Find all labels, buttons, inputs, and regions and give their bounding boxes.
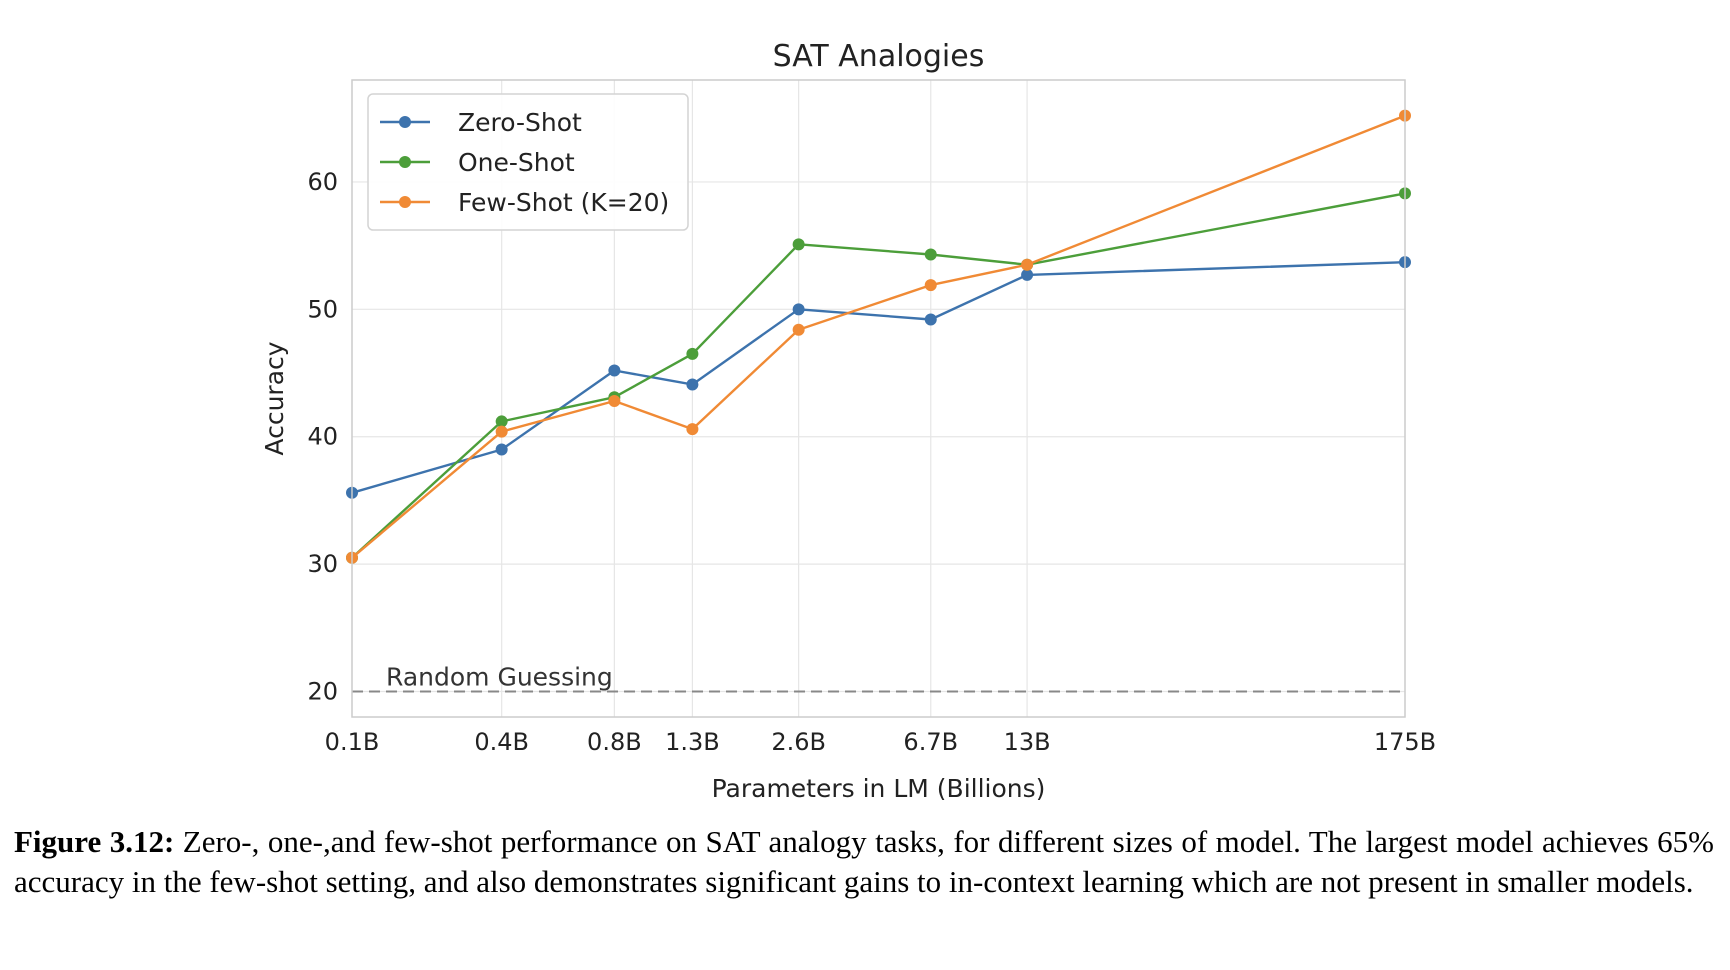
legend-label-one-shot: One-Shot [458,148,575,177]
data-point-few-shot-k-20-1.3B [686,423,699,436]
series-line-one-shot [351,192,1406,559]
series-line-few-shot-k-20 [351,114,1406,559]
x-tick-label-0.1B: 0.1B [325,728,380,756]
legend: Zero-Shot One-Shot Few-Shot (K=20) [367,93,689,231]
data-point-zero-shot-13B [1021,268,1034,281]
y-axis-title: Accuracy [260,341,289,455]
data-point-few-shot-k-20-6.7B [924,279,937,292]
series-line-zero-shot [351,261,1406,494]
x-tick-label-2.6B: 2.6B [771,728,826,756]
data-point-zero-shot-6.7B [924,313,937,326]
x-tick-label-1.3B: 1.3B [665,728,720,756]
data-point-few-shot-k-20-13B [1021,258,1034,271]
random-guessing-label: Random Guessing [386,663,613,692]
legend-box [367,93,689,231]
legend-marker-one-shot [399,156,411,168]
x-tick-label-6.7B: 6.7B [903,728,958,756]
x-tick-label-0.8B: 0.8B [587,728,642,756]
data-point-few-shot-k-20-0.4B [495,425,508,438]
y-tick-label-20: 20 [307,678,338,706]
data-point-one-shot-2.6B [792,238,805,251]
data-point-zero-shot-0.8B [608,364,621,377]
y-tick-label-40: 40 [307,423,338,451]
x-axis-title: Parameters in LM (Billions) [712,774,1046,800]
data-point-zero-shot-1.3B [686,378,699,391]
y-tick-label-30: 30 [307,550,338,578]
data-point-zero-shot-0.4B [495,443,508,456]
y-tick-label-60: 60 [307,168,338,196]
chart-figure: Random Guessing 20 30 40 50 60 0.1B 0.4B 0.8B 1.… [260,39,1436,800]
series-layer [346,109,1411,564]
data-point-one-shot-1.3B [686,347,699,360]
x-tick-label-0.4B: 0.4B [474,728,529,756]
data-point-one-shot-6.7B [924,248,937,261]
legend-marker-zero-shot [399,116,411,128]
data-point-few-shot-k-20-2.6B [792,323,805,336]
axis-layer: 20 30 40 50 60 0.1B 0.4B 0.8B 1.3B 2.6B 6.7B 13B 175… [260,39,1436,800]
caption-label: Figure 3.12: [14,824,175,859]
reference-layer: Random Guessing [352,663,1405,693]
legend-label-zero-shot: Zero-Shot [458,108,582,137]
data-point-zero-shot-2.6B [792,303,805,316]
legend-marker-few-shot-k-20 [399,196,411,208]
legend-label-few-shot-k-20: Few-Shot (K=20) [458,188,669,217]
data-point-few-shot-k-20-0.8B [608,395,621,408]
figure-caption: Figure 3.12: Zero-, one-,and few-shot pe… [14,822,1714,902]
chart-title: SAT Analogies [773,39,985,74]
x-tick-label-175B: 175B [1374,728,1436,756]
y-tick-label-50: 50 [307,295,338,323]
data-point-one-shot-0.4B [495,415,508,428]
x-tick-label-13B: 13B [1004,728,1051,756]
sat-analogies-chart: Random Guessing 20 30 40 50 60 0.1B 0.4B 0.8B 1.… [260,39,1436,800]
plot-frame [351,79,1406,718]
caption-text: Zero-, one-,and few-shot performance on … [14,824,1714,899]
